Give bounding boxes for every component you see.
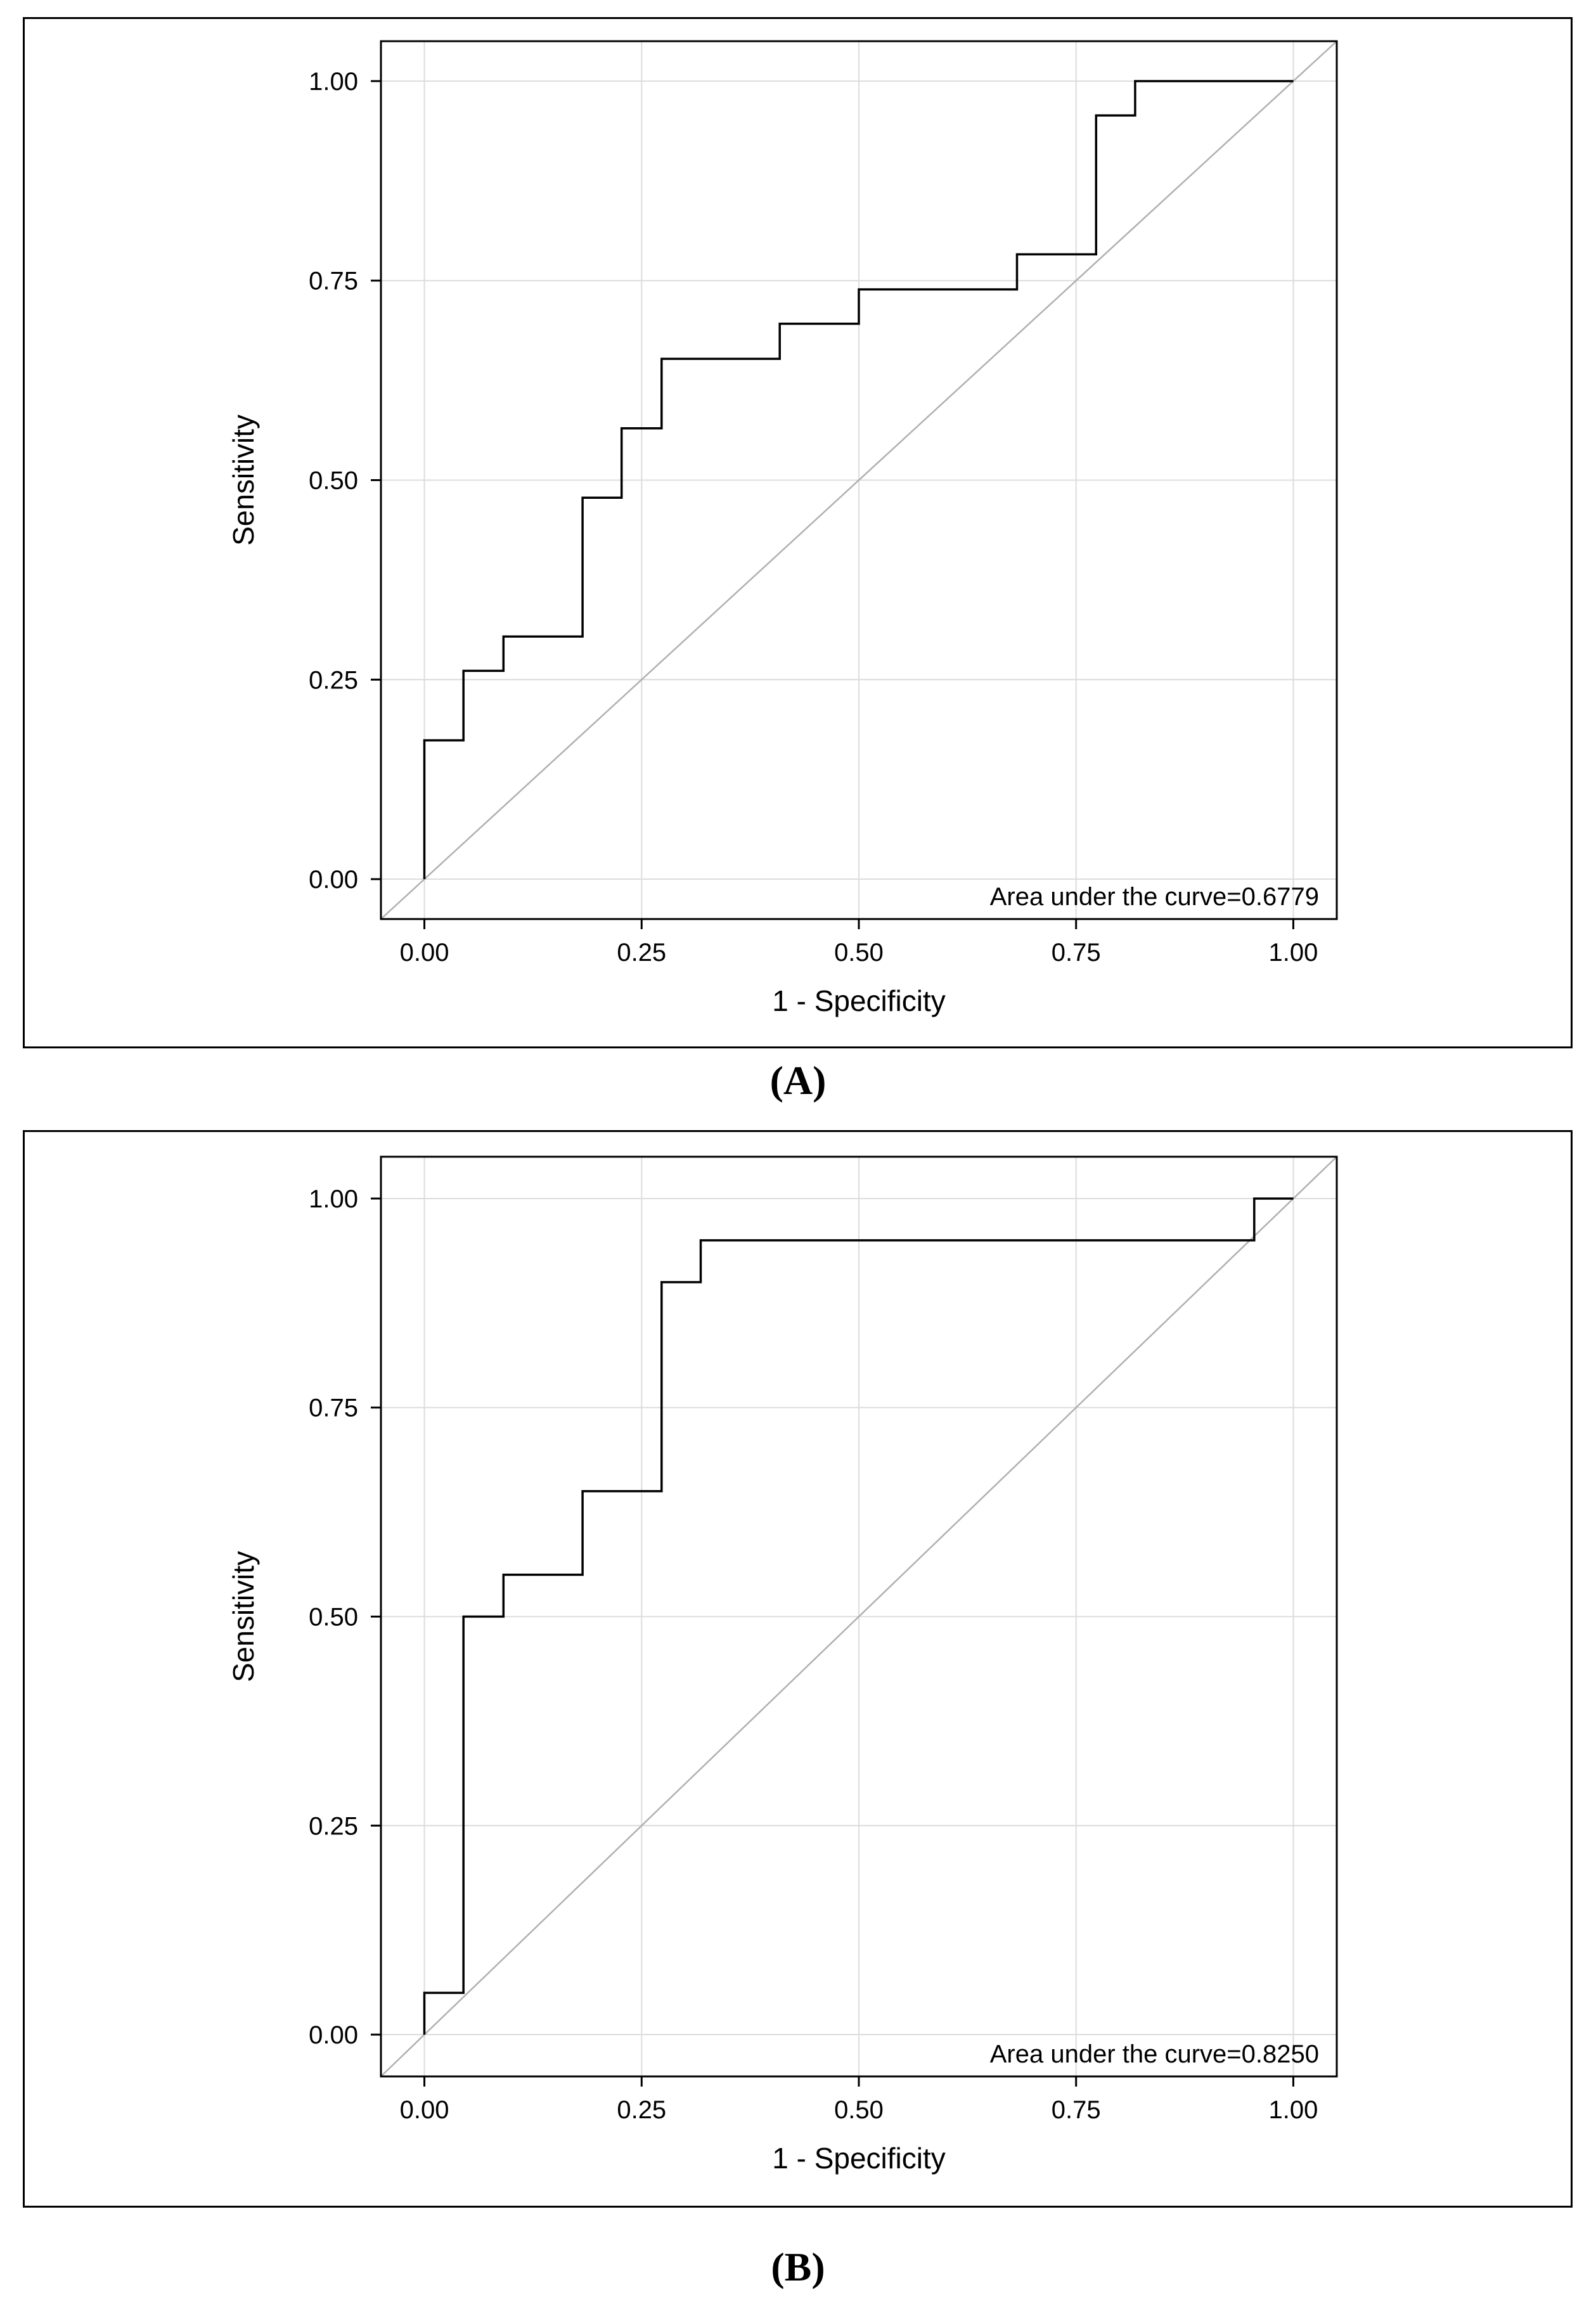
roc-chart-b: 0.00 0.25 0.50 0.75 1.00 0.00 0.25 0.50 0.75 1.00… <box>227 1155 1338 2175</box>
y-tick-label-0: 0.00 <box>309 866 358 894</box>
x-tick-label-3: 0.75 <box>1052 2096 1101 2124</box>
x-tick-label-0: 0.00 <box>400 2096 449 2124</box>
y-tick-label-2: 0.50 <box>309 467 358 495</box>
roc-curve <box>423 80 1294 879</box>
x-tick-label-2: 0.50 <box>834 939 884 967</box>
y-tick-label-3: 0.75 <box>309 1394 358 1422</box>
x-tick-label-1: 0.25 <box>617 939 666 967</box>
auc-annotation: Area under the curve=0.6779 <box>990 883 1319 911</box>
x-axis-title: 1 - Specificity <box>772 2142 946 2175</box>
auc-annotation: Area under the curve=0.8250 <box>990 2040 1319 2068</box>
roc-curve <box>423 1197 1294 2035</box>
y-axis-title: Sensitivity <box>227 1551 260 1682</box>
x-tick-label-3: 0.75 <box>1052 939 1101 967</box>
x-tick-label-4: 1.00 <box>1269 2096 1318 2124</box>
x-tick-label-4: 1.00 <box>1269 939 1318 967</box>
panel-label-b: (B) <box>771 2244 825 2289</box>
y-tick-label-1: 0.25 <box>309 666 358 694</box>
x-tick-label-1: 0.25 <box>617 2096 666 2124</box>
y-axis-title: Sensitivity <box>227 415 260 546</box>
y-tick-label-0: 0.00 <box>309 2021 358 2049</box>
chart-panel-a: 0.00 0.25 0.50 0.75 1.00 0.00 0.25 0.50 0.75 1.00… <box>23 17 1573 1048</box>
y-tick-label-4: 1.00 <box>309 1185 358 1213</box>
y-tick-label-3: 0.75 <box>309 267 358 295</box>
x-tick-label-2: 0.50 <box>834 2096 884 2124</box>
y-tick-label-1: 0.25 <box>309 1812 358 1840</box>
roc-chart-a: 0.00 0.25 0.50 0.75 1.00 0.00 0.25 0.50 0.75 1.00… <box>227 40 1338 1017</box>
panel-label-a: (A) <box>769 1058 827 1103</box>
x-axis-title: 1 - Specificity <box>772 984 946 1017</box>
reference-line <box>380 1156 1337 2077</box>
x-tick-label-0: 0.00 <box>400 939 449 967</box>
y-tick-label-4: 1.00 <box>309 68 358 96</box>
reference-line <box>380 41 1337 920</box>
y-tick-label-2: 0.50 <box>309 1604 358 1631</box>
chart-panel-b: 0.00 0.25 0.50 0.75 1.00 0.00 0.25 0.50 0.75 1.00… <box>23 1130 1573 2208</box>
